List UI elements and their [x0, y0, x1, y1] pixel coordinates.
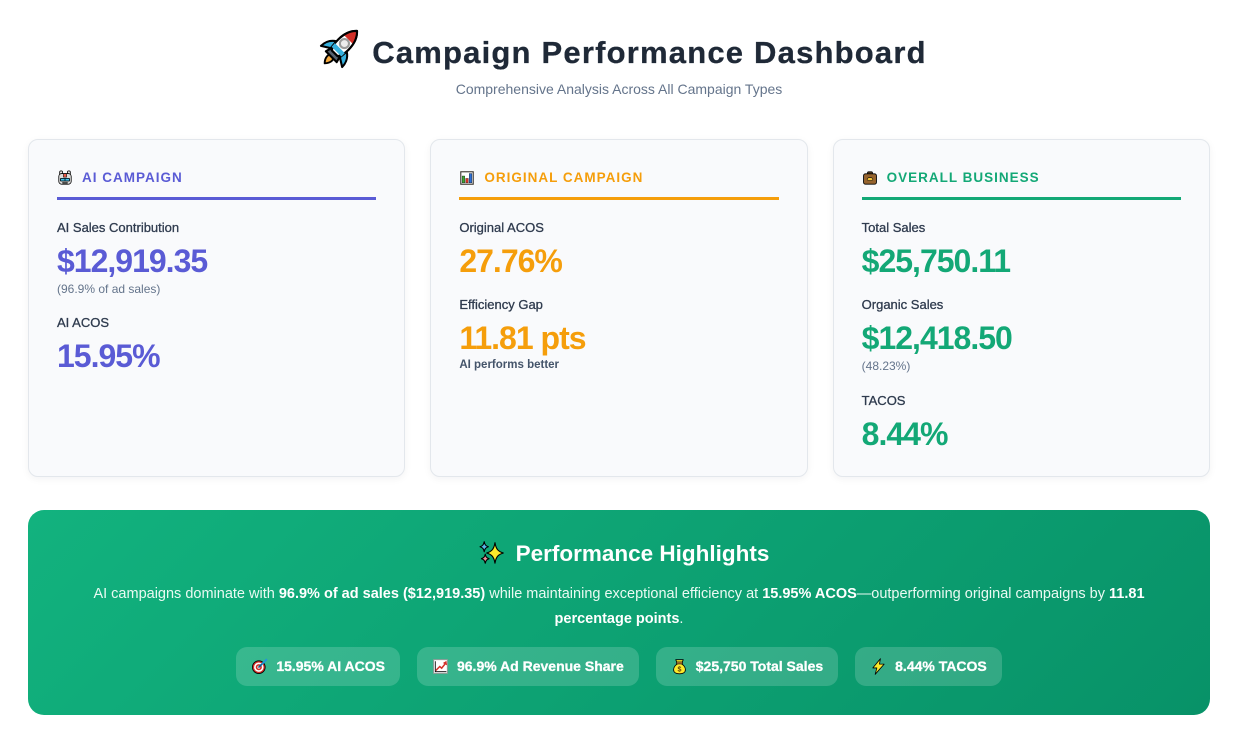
svg-text:$: $: [677, 665, 681, 673]
